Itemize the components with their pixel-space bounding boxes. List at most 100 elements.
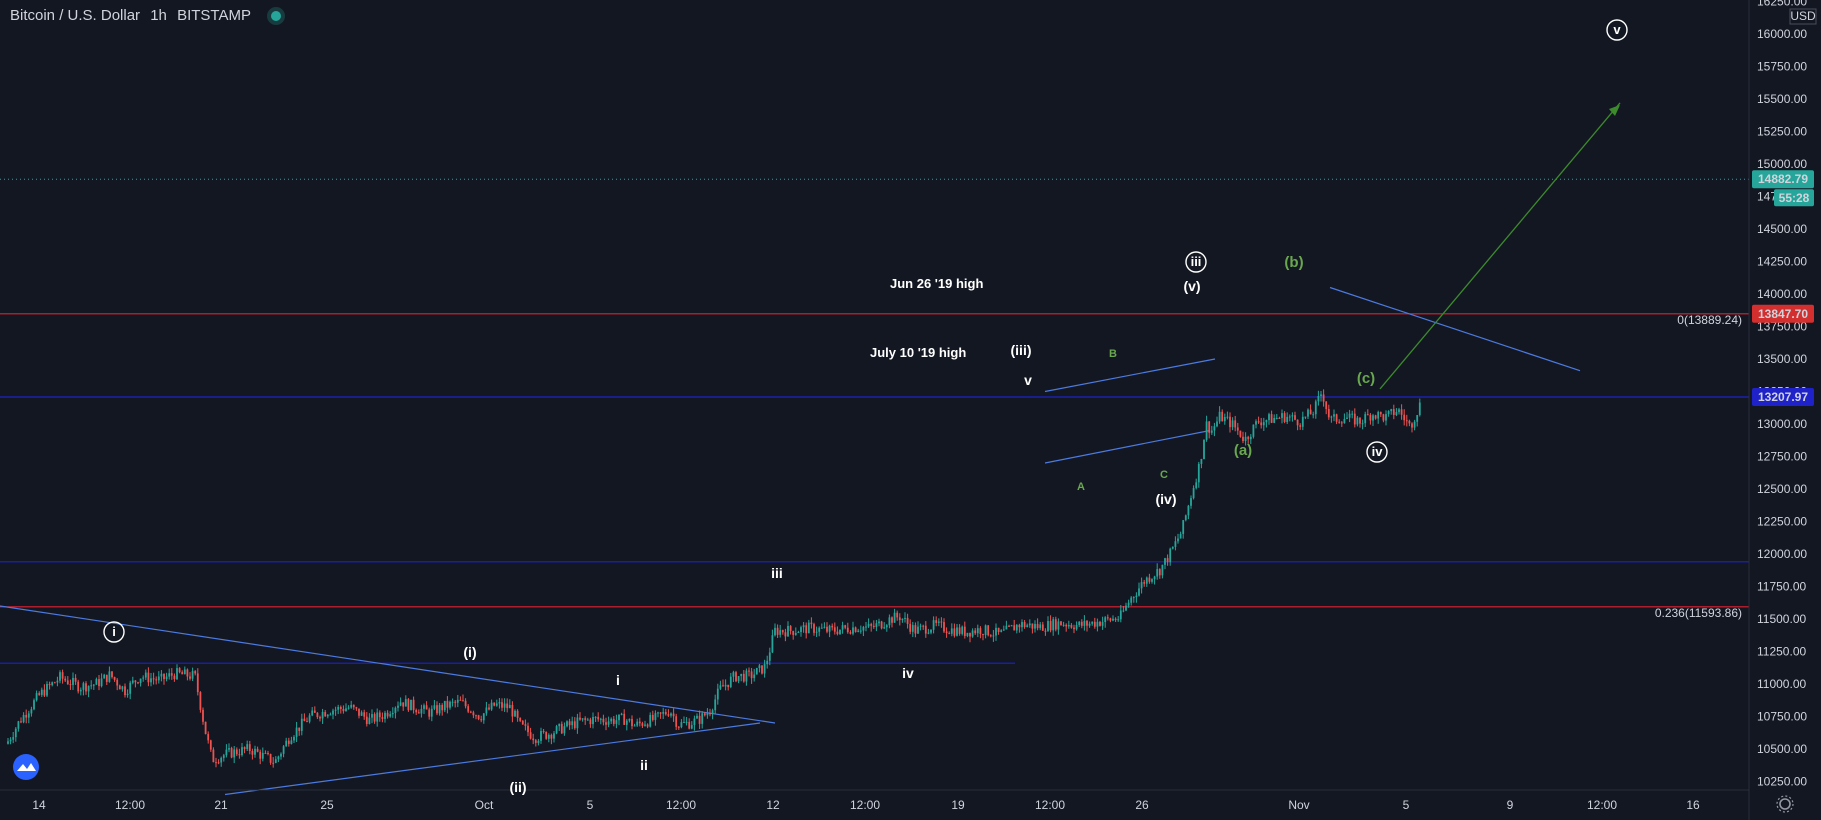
candle-body xyxy=(51,682,54,686)
candle-body xyxy=(904,617,906,619)
candle-body xyxy=(1195,482,1198,489)
candle-body xyxy=(547,734,550,739)
candle-body xyxy=(495,703,498,706)
candle-body xyxy=(1060,621,1062,626)
price-tick-label: 14500.00 xyxy=(1757,222,1807,236)
candle-body xyxy=(594,716,597,718)
price-tick-label: 11750.00 xyxy=(1757,580,1806,594)
candle-body xyxy=(1351,413,1354,415)
candle-body xyxy=(1073,627,1075,630)
candle-body xyxy=(865,626,867,628)
candle-body xyxy=(446,700,449,708)
candle-body xyxy=(729,676,732,688)
candle-body xyxy=(701,713,704,724)
candle-body xyxy=(610,718,613,722)
candle-body xyxy=(1125,605,1127,611)
symbol-title: Bitcoin / U.S. Dollar xyxy=(10,7,141,24)
candle-body xyxy=(807,622,810,634)
candle-body xyxy=(771,635,774,653)
candle-body xyxy=(124,686,126,696)
candle-body xyxy=(677,726,680,728)
candle-body xyxy=(69,684,72,686)
candle-body xyxy=(183,669,186,675)
candle-body xyxy=(1294,415,1296,420)
candle-body xyxy=(1078,621,1081,626)
price-axis[interactable]: 16250.00 16000.00 15750.00 15500.00 15250.00… xyxy=(1752,0,1817,789)
candle-body xyxy=(584,718,587,720)
price-tick-label: 16250.00 xyxy=(1757,0,1807,9)
candle-body xyxy=(909,623,912,632)
wave-label-white: ii xyxy=(640,757,648,773)
candle-body xyxy=(295,727,298,737)
candle-body xyxy=(831,625,834,628)
candle-body xyxy=(1333,414,1335,417)
candle-body xyxy=(628,718,631,721)
time-tick-label: 12:00 xyxy=(1035,798,1065,812)
candle-body xyxy=(776,627,779,635)
candle-body xyxy=(888,617,891,626)
candle-body xyxy=(9,739,12,742)
candle-body xyxy=(1260,422,1263,426)
candle-body xyxy=(155,679,158,681)
candle-body xyxy=(1348,413,1351,418)
candle-body xyxy=(1286,416,1289,422)
candle-body xyxy=(672,713,675,717)
time-tick-label: 12 xyxy=(766,798,780,812)
interval-label[interactable]: 1h xyxy=(150,7,167,24)
candle-body xyxy=(1377,412,1380,419)
candle-body xyxy=(46,683,48,696)
candle-body xyxy=(428,709,431,717)
candle-body xyxy=(488,707,490,710)
candle-body xyxy=(1262,422,1265,426)
candle-body xyxy=(1041,624,1044,631)
candle-body xyxy=(516,710,519,718)
candle-body xyxy=(220,757,223,763)
candle-body xyxy=(1203,439,1205,460)
candle-body xyxy=(459,699,462,701)
plot-area[interactable]: 0(13889.24) 0.236(11593.86) xyxy=(0,102,1749,796)
candle-body xyxy=(371,714,373,718)
candle-body xyxy=(693,718,696,726)
time-tick-label: 19 xyxy=(951,798,965,812)
trend-line xyxy=(1044,429,1211,464)
candle-body xyxy=(1359,417,1361,424)
candle-body xyxy=(711,710,714,715)
candle-body xyxy=(805,625,808,634)
last-price-badge-bg xyxy=(1752,170,1814,189)
candle-body xyxy=(599,718,602,720)
candle-body xyxy=(680,722,683,728)
candle-body xyxy=(592,717,594,725)
candle-body xyxy=(290,740,293,744)
candle-body xyxy=(243,747,246,750)
candle-body xyxy=(974,630,977,634)
candle-body xyxy=(59,672,61,681)
trend-line xyxy=(0,605,776,724)
candle-body xyxy=(116,679,119,686)
candle-body xyxy=(654,713,657,720)
time-axis[interactable]: 14 12:00 21 25 Oct 5 12:00 12 12:00 19 12:00 26 Nov 5… xyxy=(32,795,1794,813)
candle-body xyxy=(1218,411,1221,422)
candle-body xyxy=(1179,533,1182,539)
candle-body xyxy=(924,625,927,634)
candle-body xyxy=(121,686,124,690)
candle-body xyxy=(1184,515,1187,521)
candle-body xyxy=(534,740,537,743)
candle-body xyxy=(462,700,464,702)
price-tick-label: 10750.00 xyxy=(1757,710,1807,724)
time-tick-label: 9 xyxy=(1507,798,1514,812)
candle-body xyxy=(347,707,350,709)
candle-body xyxy=(706,713,709,716)
candle-body xyxy=(163,673,165,680)
countdown-label: 55:28 xyxy=(1779,191,1810,205)
time-tick-label: Oct xyxy=(475,798,494,812)
candle-body xyxy=(716,688,719,700)
candle-body xyxy=(1140,582,1143,589)
candle-body xyxy=(1299,425,1302,427)
candle-body xyxy=(498,702,501,704)
candle-body xyxy=(482,713,485,721)
price-tick-label: 12250.00 xyxy=(1757,515,1807,529)
candle-body xyxy=(394,707,397,713)
candle-body xyxy=(766,660,769,665)
candle-body xyxy=(1197,463,1200,483)
